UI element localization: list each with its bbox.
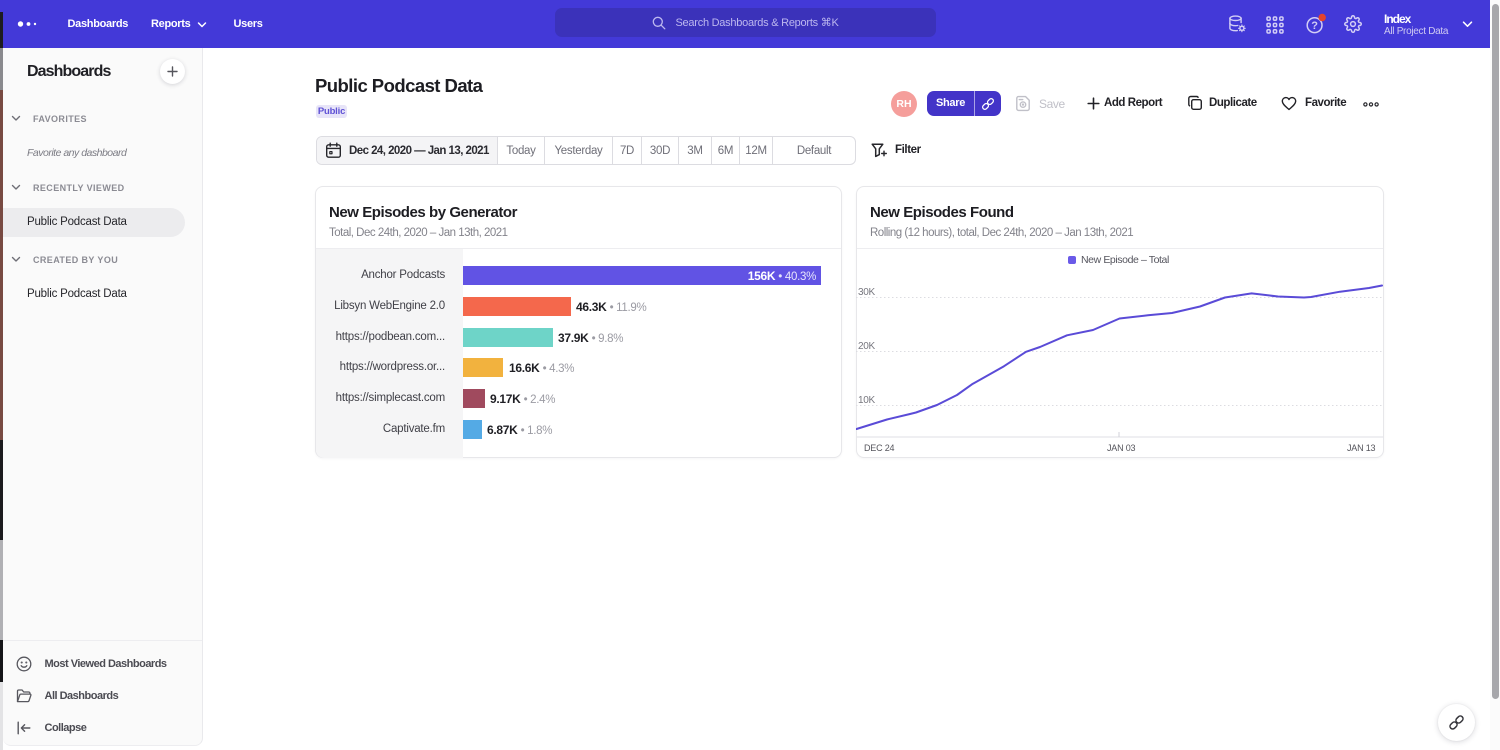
svg-text:?: ? [1311, 20, 1318, 32]
